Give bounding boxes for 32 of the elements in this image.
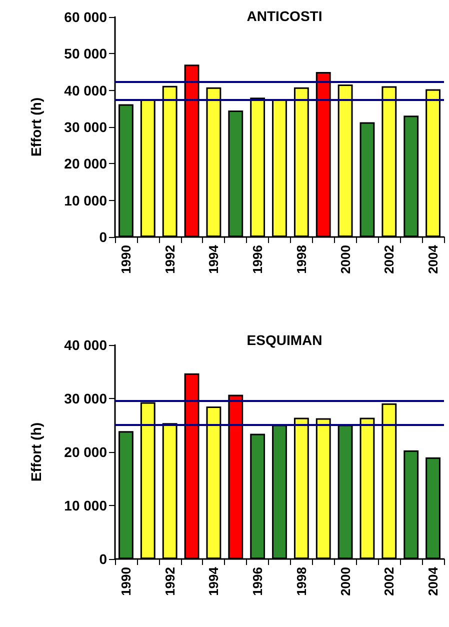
x-tick-label: 1994 [206,244,222,274]
y-tick-label: 0 [99,551,108,567]
y-tick-label: 20 000 [64,444,108,460]
x-tick-label: 1998 [294,567,309,596]
y-axis-title: Effort (h) [28,422,44,482]
x-tick-label: 2002 [382,245,397,274]
x-tick-label: 1994 [206,566,222,596]
y-tick-label: 20 000 [64,156,108,172]
x-tick-label: 1998 [294,245,309,274]
x-tick-label: 1990 [118,567,134,596]
x-tick-label: 1996 [250,567,266,596]
y-tick-label: 40 000 [64,337,108,353]
x-tick-label: 1990 [118,245,134,274]
y-tick-label: 50 000 [64,46,108,62]
x-tick-label: 2000 [338,567,353,596]
chart-title: ANTICOSTI [246,8,322,24]
x-tick-label: 2004 [426,566,441,596]
y-tick-label: 30 000 [64,119,108,135]
y-tick-label: 10 000 [64,498,108,514]
chart-title: ESQUIMAN [246,332,322,348]
y-tick-label: 0 [99,229,108,245]
x-tick-label: 2002 [382,567,397,596]
y-axis-title: Effort (h) [28,97,44,157]
x-tick-label: 1992 [162,245,178,274]
y-tick-label: 30 000 [64,390,108,406]
y-tick-label: 10 000 [64,192,108,208]
x-tick-label: 2000 [338,245,353,274]
y-tick-label: 60 000 [64,9,108,25]
x-tick-label: 1996 [250,245,266,274]
y-tick-label: 40 000 [64,82,108,98]
x-tick-label: 1992 [162,567,178,596]
x-tick-label: 2004 [426,244,441,274]
